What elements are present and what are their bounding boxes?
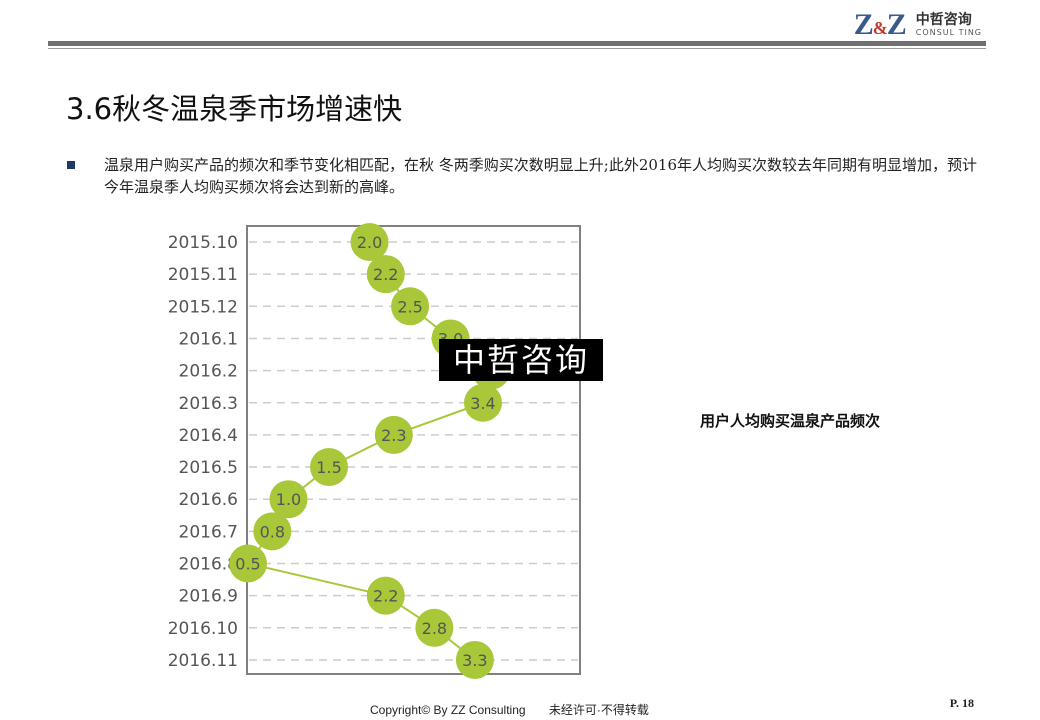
watermark: 中哲咨询 bbox=[439, 339, 603, 381]
footer: Copyright© By ZZ Consulting 未经许可·不得转载 bbox=[370, 701, 669, 718]
header-rule-thick bbox=[48, 41, 986, 46]
data-point bbox=[391, 287, 430, 326]
header-rule-thin bbox=[48, 48, 986, 49]
data-point bbox=[374, 415, 413, 454]
y-tick-label: 2015.10 bbox=[168, 233, 238, 253]
company-logo: Z&Z 中哲咨询 CONSUL TING bbox=[854, 8, 982, 42]
data-label: 2.0 bbox=[357, 233, 382, 252]
data-point bbox=[350, 223, 389, 261]
data-point bbox=[366, 576, 405, 615]
copyright-notice: 未经许可·不得转载 bbox=[548, 703, 649, 717]
data-label: 2.5 bbox=[397, 297, 422, 316]
y-tick-label: 2015.11 bbox=[168, 265, 238, 285]
data-point bbox=[269, 480, 308, 519]
data-label: 0.5 bbox=[235, 555, 260, 574]
data-label: 1.5 bbox=[316, 458, 341, 477]
data-label: 2.2 bbox=[373, 265, 398, 284]
logo-cn: 中哲咨询 bbox=[915, 12, 972, 28]
y-tick-label: 2015.12 bbox=[168, 297, 238, 317]
y-tick-label: 2016.1 bbox=[179, 329, 238, 349]
y-tick-label: 2016.9 bbox=[179, 587, 238, 607]
y-tick-label: 2016.5 bbox=[179, 458, 238, 478]
body-paragraph: 温泉用户购买产品的频次和季节变化相匹配，在秋 冬两季购买次数明显上升;此外201… bbox=[104, 156, 978, 196]
data-label: 3.3 bbox=[462, 651, 487, 670]
chart-frame bbox=[246, 225, 581, 675]
logo-en: CONSUL TING bbox=[915, 28, 982, 37]
chart-side-label: 用户人均购买温泉产品频次 bbox=[700, 412, 881, 430]
data-label: 2.2 bbox=[373, 587, 398, 606]
data-label: 3.4 bbox=[470, 394, 495, 413]
data-point bbox=[310, 448, 349, 487]
data-point bbox=[366, 255, 405, 294]
y-tick-label: 2016.4 bbox=[179, 426, 238, 446]
copyright-text: Copyright© By ZZ Consulting bbox=[370, 703, 526, 717]
logo-mark: Z&Z bbox=[853, 8, 907, 41]
page-title: 3.6秋冬温泉季市场增速快 bbox=[66, 92, 403, 126]
y-tick-label: 2016.6 bbox=[179, 490, 238, 510]
logo-text: 中哲咨询 CONSUL TING bbox=[916, 13, 982, 37]
y-tick-label: 2016.11 bbox=[168, 651, 238, 671]
data-label: 2.8 bbox=[422, 619, 447, 638]
data-point bbox=[464, 383, 502, 422]
data-label: 1.0 bbox=[276, 490, 301, 509]
data-point bbox=[253, 512, 292, 551]
y-tick-label: 2016.8 bbox=[179, 555, 238, 575]
y-tick-label: 2016.3 bbox=[179, 394, 238, 414]
y-tick-label: 2016.7 bbox=[179, 522, 238, 542]
page-number: P. 18 bbox=[949, 696, 974, 710]
data-label: 2.3 bbox=[381, 426, 406, 445]
data-label: 0.8 bbox=[260, 522, 285, 541]
y-tick-label: 2016.10 bbox=[168, 619, 238, 639]
data-point bbox=[455, 640, 494, 679]
bullet-square-icon bbox=[67, 161, 75, 169]
data-point bbox=[229, 544, 267, 583]
y-tick-label: 2016.2 bbox=[179, 362, 238, 382]
data-point bbox=[415, 608, 454, 647]
